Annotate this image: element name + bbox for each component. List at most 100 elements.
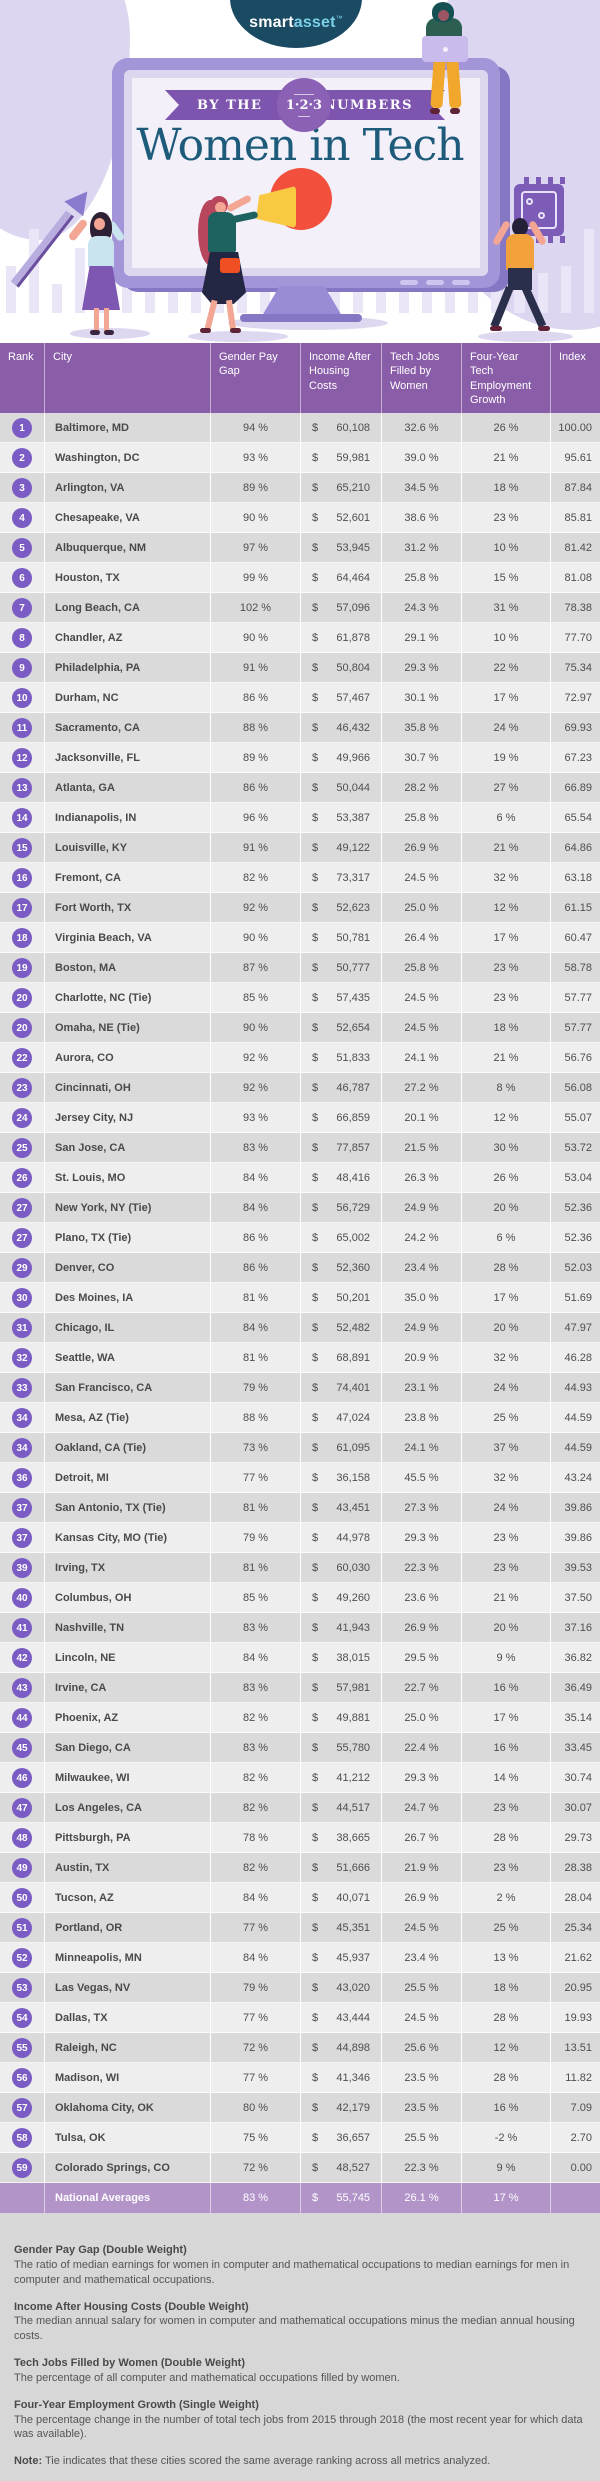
currency-symbol: $ — [311, 902, 319, 914]
tech-jobs-cell: 24.5 % — [381, 2003, 461, 2033]
city-cell: Irving, TX — [44, 1553, 210, 1583]
rank-badge: 12 — [12, 748, 32, 768]
pay-gap-cell: 83 % — [210, 1613, 300, 1643]
currency-symbol: $ — [311, 782, 319, 794]
footnote-body: The percentage of all computer and mathe… — [14, 2371, 400, 2384]
note-label: Note: — [14, 2455, 43, 2468]
tech-jobs-cell: 29.3 % — [381, 1523, 461, 1553]
city-cell: Chicago, IL — [44, 1313, 210, 1343]
income-amount: 44,517 — [336, 1802, 371, 1814]
index-cell: 85.81 — [550, 503, 600, 533]
tech-jobs-cell: 23.6 % — [381, 1583, 461, 1613]
currency-symbol: $ — [311, 1142, 319, 1154]
index-cell: 36.49 — [550, 1673, 600, 1703]
currency-symbol: $ — [311, 1022, 319, 1034]
table-row: 51 Portland, OR 77 % $45,351 24.5 % 25 %… — [0, 1913, 600, 1943]
growth-cell: 27 % — [461, 773, 550, 803]
index-cell: 58.78 — [550, 953, 600, 983]
growth-cell: 21 % — [461, 1043, 550, 1073]
index-cell: 29.73 — [550, 1823, 600, 1853]
tech-jobs-cell: 32.6 % — [381, 413, 461, 443]
growth-cell: 2 % — [461, 1883, 550, 1913]
rank-badge: 34 — [12, 1438, 32, 1458]
index-cell: 2.70 — [550, 2123, 600, 2153]
city-cell: Washington, DC — [44, 443, 210, 473]
city-cell: Detroit, MI — [44, 1463, 210, 1493]
table-row: 14 Indianapolis, IN 96 % $53,387 25.8 % … — [0, 803, 600, 833]
pay-gap-cell: 85 % — [210, 1583, 300, 1613]
table-row: 40 Columbus, OH 85 % $49,260 23.6 % 21 %… — [0, 1583, 600, 1613]
income-amount: 48,416 — [336, 1172, 371, 1184]
tech-jobs-cell: 26.3 % — [381, 1163, 461, 1193]
rank-badge: 31 — [12, 1318, 32, 1338]
income-amount: 43,451 — [336, 1502, 371, 1514]
index-cell: 25.34 — [550, 1913, 600, 1943]
pay-gap-cell: 94 % — [210, 413, 300, 443]
person-sitting-laptop — [418, 2, 472, 118]
growth-cell: 28 % — [461, 1253, 550, 1283]
tech-jobs-cell: 24.1 % — [381, 1433, 461, 1463]
city-cell: New York, NY (Tie) — [44, 1193, 210, 1223]
currency-symbol: $ — [311, 1322, 319, 1334]
tech-jobs-cell: 35.8 % — [381, 713, 461, 743]
pay-gap-cell: 78 % — [210, 1823, 300, 1853]
city-cell: Jersey City, NJ — [44, 1103, 210, 1133]
pay-gap-cell: 88 % — [210, 713, 300, 743]
table-row: 37 San Antonio, TX (Tie) 81 % $43,451 27… — [0, 1493, 600, 1523]
growth-cell: 23 % — [461, 1523, 550, 1553]
rank-badge: 17 — [12, 898, 32, 918]
income-amount: 49,122 — [336, 842, 371, 854]
income-amount: 68,891 — [336, 1352, 371, 1364]
index-cell: 56.08 — [550, 1073, 600, 1103]
rank-badge: 1 — [12, 418, 32, 438]
pay-gap-cell: 84 % — [210, 1163, 300, 1193]
pay-gap-cell: 73 % — [210, 1433, 300, 1463]
index-cell: 57.77 — [550, 1013, 600, 1043]
pay-gap-cell: 93 % — [210, 1103, 300, 1133]
index-cell: 67.23 — [550, 743, 600, 773]
city-cell: Mesa, AZ (Tie) — [44, 1403, 210, 1433]
tech-jobs-cell: 23.5 % — [381, 2093, 461, 2123]
growth-cell: 16 % — [461, 2093, 550, 2123]
table-row: 22 Aurora, CO 92 % $51,833 24.1 % 21 % 5… — [0, 1043, 600, 1073]
currency-symbol: $ — [311, 2162, 319, 2174]
table-row: 47 Los Angeles, CA 82 % $44,517 24.7 % 2… — [0, 1793, 600, 1823]
growth-cell: 17 % — [461, 1283, 550, 1313]
currency-symbol: $ — [311, 602, 319, 614]
pay-gap-cell: 79 % — [210, 1523, 300, 1553]
pay-gap-cell: 82 % — [210, 1793, 300, 1823]
currency-symbol: $ — [311, 692, 319, 704]
pay-gap-cell: 79 % — [210, 1973, 300, 2003]
currency-symbol: $ — [311, 2102, 319, 2114]
index-cell: 52.03 — [550, 1253, 600, 1283]
table-row: 45 San Diego, CA 83 % $55,780 22.4 % 16 … — [0, 1733, 600, 1763]
growth-cell: 20 % — [461, 1613, 550, 1643]
index-cell: 69.93 — [550, 713, 600, 743]
currency-symbol: $ — [311, 1412, 319, 1424]
income-amount: 41,212 — [336, 1772, 371, 1784]
city-cell: Atlanta, GA — [44, 773, 210, 803]
index-cell: 30.07 — [550, 1793, 600, 1823]
index-cell: 44.93 — [550, 1373, 600, 1403]
pay-gap-cell: 77 % — [210, 1463, 300, 1493]
index-cell: 30.74 — [550, 1763, 600, 1793]
income-amount: 41,346 — [336, 2072, 371, 2084]
city-cell: Des Moines, IA — [44, 1283, 210, 1313]
income-amount: 45,351 — [336, 1922, 371, 1934]
currency-symbol: $ — [311, 1562, 319, 1574]
income-amount: 49,260 — [336, 1592, 371, 1604]
rank-badge: 51 — [12, 1918, 32, 1938]
tech-jobs-cell: 30.1 % — [381, 683, 461, 713]
income-amount: 50,044 — [336, 782, 371, 794]
growth-cell: 25 % — [461, 1403, 550, 1433]
pay-gap-cell: 86 % — [210, 1253, 300, 1283]
city-cell: Fort Worth, TX — [44, 893, 210, 923]
column-header-tech-jobs: Tech Jobs Filled by Women — [381, 343, 461, 413]
table-row: 16 Fremont, CA 82 % $73,317 24.5 % 32 % … — [0, 863, 600, 893]
pay-gap-cell: 91 % — [210, 833, 300, 863]
table-row: 20 Omaha, NE (Tie) 90 % $52,654 24.5 % 1… — [0, 1013, 600, 1043]
growth-cell: 26 % — [461, 1163, 550, 1193]
rank-badge: 59 — [12, 2158, 32, 2178]
currency-symbol: $ — [311, 1832, 319, 1844]
currency-symbol: $ — [311, 1622, 319, 1634]
